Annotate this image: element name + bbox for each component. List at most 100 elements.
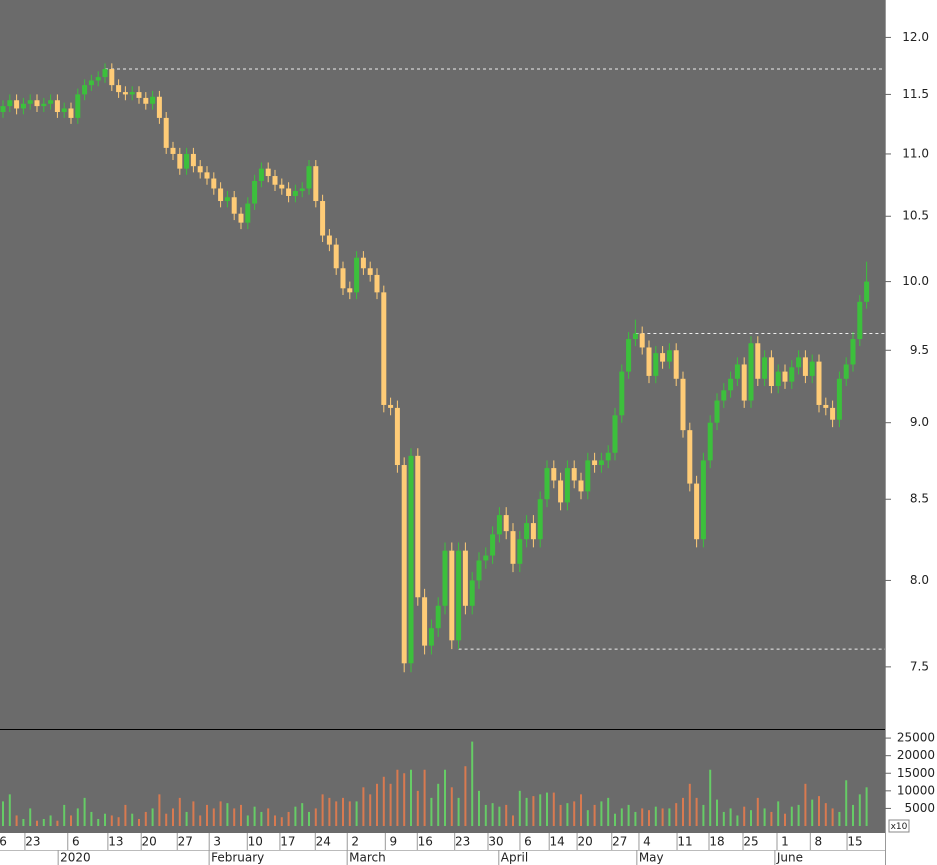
candle-body bbox=[578, 480, 584, 492]
volume-bar bbox=[42, 818, 45, 826]
candle-body bbox=[184, 153, 190, 169]
candle-body bbox=[646, 347, 652, 376]
volume-bar bbox=[328, 797, 331, 826]
volume-bar bbox=[498, 806, 501, 826]
volume-bar bbox=[335, 801, 338, 826]
volume-bar bbox=[450, 787, 453, 826]
candle-body bbox=[170, 147, 176, 154]
volume-bar bbox=[199, 815, 202, 826]
candle-body bbox=[564, 468, 570, 503]
candle-body bbox=[381, 292, 387, 405]
candle-body bbox=[843, 364, 849, 379]
candle-body bbox=[265, 168, 271, 177]
volume-bar bbox=[321, 794, 324, 826]
candle-body bbox=[476, 560, 482, 581]
candle-body bbox=[313, 166, 319, 202]
candle-body bbox=[626, 339, 632, 372]
candle-body bbox=[231, 197, 237, 214]
month-label: March bbox=[349, 851, 386, 865]
candle-body bbox=[544, 468, 550, 500]
volume-bar bbox=[729, 808, 732, 826]
volume-bar bbox=[858, 794, 861, 826]
volume-y-tick-label: 5000 bbox=[904, 801, 935, 815]
volume-bar bbox=[750, 810, 752, 826]
volume-bar bbox=[226, 803, 229, 826]
volume-bar bbox=[756, 797, 759, 826]
volume-bar bbox=[22, 818, 25, 826]
volume-bar bbox=[668, 808, 671, 826]
candle-body bbox=[197, 166, 203, 173]
volume-bar bbox=[158, 794, 161, 826]
candle-body bbox=[360, 257, 366, 269]
volume-bar bbox=[240, 804, 242, 826]
candle-body bbox=[809, 361, 815, 376]
volume-bar bbox=[716, 799, 718, 826]
candle-body bbox=[136, 92, 142, 98]
candle-body bbox=[734, 364, 740, 379]
volume-bar bbox=[559, 804, 562, 826]
candle-body bbox=[116, 85, 122, 93]
volume-bar bbox=[770, 811, 773, 826]
volume-bar bbox=[797, 804, 800, 826]
candle-body bbox=[796, 357, 802, 368]
candle-body bbox=[75, 94, 81, 118]
volume-bar bbox=[804, 783, 807, 826]
volume-bar bbox=[308, 811, 310, 826]
month-label: February bbox=[211, 851, 264, 865]
candle-body bbox=[864, 281, 870, 302]
candle-body bbox=[462, 550, 468, 606]
candle-body bbox=[530, 523, 536, 540]
volume-bar bbox=[831, 808, 834, 826]
volume-bar bbox=[505, 804, 508, 826]
volume-bar bbox=[2, 801, 4, 826]
volume-bar bbox=[736, 815, 739, 826]
volume-bar bbox=[110, 815, 113, 826]
candle-body bbox=[82, 85, 88, 95]
bottom-axis-band bbox=[0, 833, 885, 865]
volume-bar bbox=[471, 741, 474, 826]
candle-body bbox=[571, 468, 577, 481]
volume-y-tick-label: 15000 bbox=[897, 766, 935, 780]
candle-body bbox=[632, 333, 638, 340]
candle-body bbox=[54, 100, 60, 112]
volume-bar bbox=[396, 769, 399, 826]
volume-bar bbox=[532, 796, 535, 826]
volume-bar bbox=[811, 799, 814, 826]
right-axis-band bbox=[885, 0, 937, 865]
volume-bar bbox=[790, 806, 793, 826]
volume-bar bbox=[512, 815, 514, 826]
volume-bar bbox=[865, 787, 868, 826]
candle-body bbox=[326, 235, 332, 245]
candle-body bbox=[95, 77, 101, 81]
volume-bar bbox=[552, 792, 555, 826]
candle-body bbox=[483, 555, 489, 561]
y-tick-label: 8.0 bbox=[910, 573, 929, 587]
volume-bar bbox=[192, 801, 195, 826]
candle-body bbox=[401, 465, 407, 664]
volume-bar bbox=[484, 804, 487, 826]
volume-bar bbox=[818, 796, 820, 826]
volume-bar bbox=[219, 801, 222, 826]
candle-body bbox=[109, 69, 115, 86]
x-tick-label: 8 bbox=[814, 835, 822, 849]
candle-body bbox=[7, 100, 13, 107]
candle-body bbox=[143, 97, 149, 104]
volume-bar bbox=[83, 797, 86, 826]
volume-bar bbox=[614, 813, 616, 826]
volume-bar bbox=[233, 808, 236, 826]
x-tick-label: 4 bbox=[643, 835, 651, 849]
x-tick-label: 23 bbox=[25, 835, 40, 849]
candle-body bbox=[68, 108, 74, 118]
volume-bar bbox=[389, 783, 392, 826]
volume-bar bbox=[763, 808, 766, 826]
volume-bar bbox=[491, 803, 494, 826]
candle-body bbox=[585, 460, 591, 492]
volume-bar bbox=[444, 769, 446, 826]
candle-body bbox=[592, 460, 598, 466]
x-tick-label: 9 bbox=[389, 835, 397, 849]
candle-body bbox=[129, 92, 135, 95]
candle-body bbox=[598, 460, 604, 466]
volume-bar bbox=[722, 811, 725, 826]
candle-body bbox=[700, 460, 706, 540]
volume-bar bbox=[63, 804, 66, 826]
